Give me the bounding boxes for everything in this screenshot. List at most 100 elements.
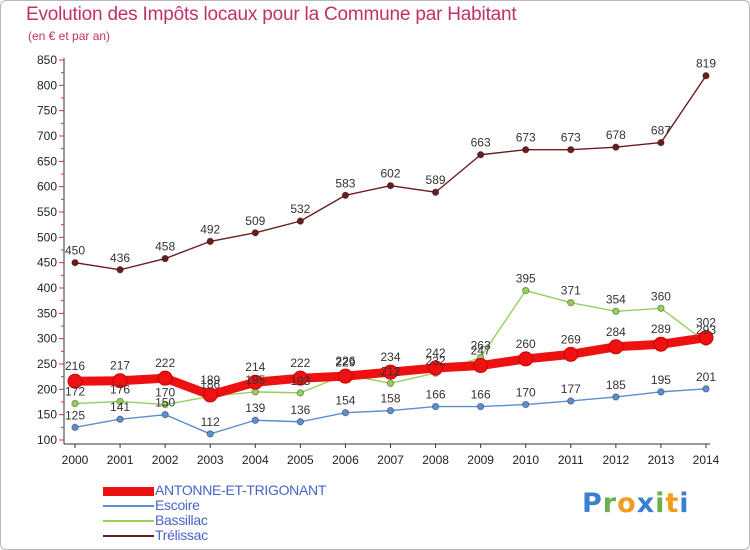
data-label: 436	[110, 251, 130, 265]
data-label: 136	[290, 403, 310, 417]
data-point	[161, 254, 169, 263]
data-label: 229	[335, 356, 355, 370]
data-label: 289	[651, 322, 671, 336]
data-point	[522, 400, 530, 409]
data-label: 141	[110, 400, 130, 414]
data-label: 687	[651, 124, 671, 138]
y-tick-label: 400	[37, 281, 57, 295]
data-label: 673	[561, 131, 581, 145]
legend-swatch	[103, 535, 154, 537]
data-point	[383, 364, 398, 380]
y-tick-label: 550	[37, 205, 57, 219]
data-point	[386, 406, 395, 415]
y-tick-label: 450	[37, 256, 57, 270]
data-label: 293	[696, 323, 716, 337]
x-tick-label: 2010	[512, 453, 539, 467]
data-point	[296, 217, 305, 225]
data-point	[206, 237, 214, 246]
data-label: 150	[155, 396, 175, 410]
x-tick-label: 2012	[603, 453, 630, 467]
data-label: 170	[516, 386, 536, 400]
data-label: 458	[155, 240, 175, 254]
data-point	[112, 373, 128, 389]
x-tick-label: 2013	[648, 453, 675, 467]
y-tick-label: 750	[37, 104, 57, 118]
data-point	[157, 370, 173, 386]
data-label: 583	[335, 176, 355, 190]
x-tick-label: 2008	[422, 453, 449, 467]
data-point	[251, 416, 259, 424]
data-label: 158	[380, 392, 400, 406]
data-label: 189	[200, 373, 220, 387]
data-label: 232	[426, 354, 446, 368]
data-label: 226	[335, 354, 355, 368]
data-label: 269	[561, 332, 581, 346]
y-tick-label: 500	[37, 230, 57, 244]
data-label: 176	[110, 382, 130, 396]
data-label: 450	[65, 244, 85, 258]
data-point	[116, 397, 124, 406]
data-label: 222	[155, 356, 175, 370]
data-point	[698, 330, 714, 346]
data-point	[608, 339, 624, 355]
data-label: 217	[110, 359, 130, 373]
y-tick-label: 200	[37, 382, 57, 396]
data-label: 360	[651, 289, 671, 303]
x-tick-label: 2006	[332, 453, 359, 467]
logo-letter: o	[617, 488, 637, 519]
x-tick-label: 2002	[152, 453, 179, 467]
logo-letter: P	[582, 488, 603, 519]
data-point	[612, 143, 620, 151]
data-label: 166	[471, 388, 491, 402]
data-point	[563, 346, 579, 362]
y-tick-label: 650	[37, 154, 57, 168]
x-tick-label: 2007	[377, 453, 404, 467]
y-tick-label: 150	[37, 408, 57, 422]
data-label: 678	[606, 128, 626, 142]
data-label: 492	[200, 222, 220, 236]
y-tick-label: 850	[37, 53, 57, 67]
data-point	[653, 336, 669, 352]
data-point	[161, 410, 169, 419]
data-point	[296, 418, 305, 426]
data-label: 154	[335, 394, 355, 408]
x-tick-label: 2005	[287, 453, 314, 467]
data-point	[296, 389, 305, 397]
legend-swatch	[103, 520, 154, 522]
data-point	[71, 258, 79, 267]
x-tick-label: 2004	[242, 453, 269, 467]
data-label: 354	[606, 292, 626, 306]
data-point	[522, 145, 530, 154]
data-label: 125	[65, 408, 85, 422]
data-point	[657, 388, 665, 396]
data-point	[612, 307, 620, 316]
legend-label: Trélissac	[155, 527, 208, 543]
data-label: 263	[471, 338, 491, 352]
data-point	[428, 360, 444, 376]
data-point	[161, 400, 169, 409]
data-point	[476, 151, 485, 159]
x-tick-label: 2001	[107, 453, 134, 467]
data-point	[116, 266, 124, 274]
y-tick-label: 100	[37, 433, 57, 447]
data-labels: 450 436 458 492 509 532 583 602 589 663 673 673 678 6…	[65, 57, 716, 429]
y-tick-label: 600	[37, 180, 57, 194]
data-label: 170	[155, 386, 175, 400]
data-label: 222	[290, 356, 310, 370]
logo-letter: r	[602, 488, 618, 519]
x-tick-label: 2011	[558, 453, 584, 467]
data-point	[702, 72, 710, 80]
data-point	[657, 304, 665, 312]
data-point	[518, 351, 534, 367]
proxiti-logo: Proxiti	[582, 488, 690, 519]
data-point	[702, 385, 710, 393]
data-label: 242	[426, 346, 446, 360]
data-label: 195	[245, 373, 265, 387]
data-point	[431, 402, 440, 411]
data-label: 673	[516, 131, 536, 145]
logo-letter: i	[655, 488, 666, 519]
data-label: 193	[290, 374, 310, 388]
data-point	[657, 138, 665, 147]
data-label: 509	[245, 214, 265, 228]
